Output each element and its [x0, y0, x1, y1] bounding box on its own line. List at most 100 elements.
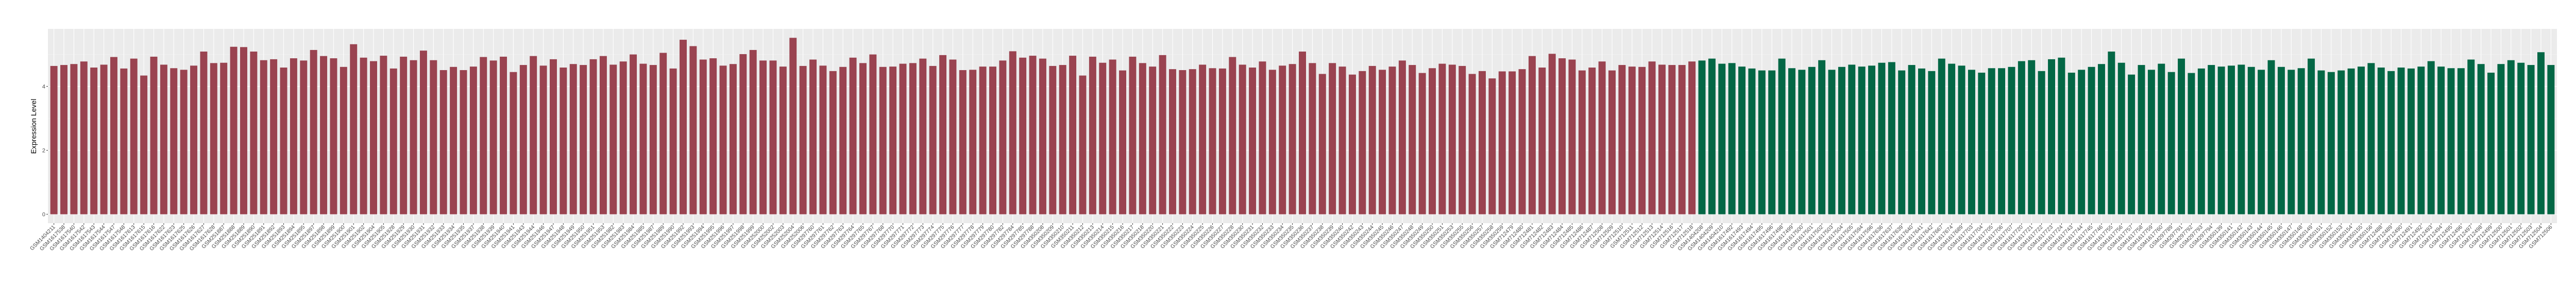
bar-GSM350249 [1418, 73, 1426, 214]
bar-GSM251998 [739, 54, 747, 214]
bar-GSM251946 [539, 65, 547, 214]
bar-GSM1617500 [1798, 70, 1806, 214]
bar-GSM1617723 [2048, 59, 2055, 214]
bar-GSM1617544 [100, 64, 108, 214]
bar-GSM350227 [1218, 68, 1226, 214]
bar-GSM297784 [1009, 51, 1016, 214]
bar-GSM350139 [2217, 67, 2225, 214]
bar-GSM350215 [1109, 59, 1116, 214]
y-tick-label: 4 [42, 84, 45, 90]
bar-GSM297773 [919, 58, 927, 214]
bar-GSM1617616 [150, 56, 158, 214]
bar-GSM350145 [2267, 60, 2275, 214]
bar-GSM251948 [560, 68, 567, 214]
bar-GSM712488 [2377, 68, 2385, 214]
bar-GSM1617722 [2038, 71, 2045, 214]
bar-GSM350253 [1448, 64, 1456, 214]
bar-GSM350256 [1468, 74, 1476, 214]
bar-GSM1617707 [2008, 67, 2015, 214]
bar-GSM350148 [2297, 68, 2305, 214]
bar-GSM1617745 [2088, 67, 2095, 214]
bar-GSM251990 [669, 68, 677, 214]
bar-GSM252000 [759, 60, 767, 214]
bar-GSM350153 [2337, 70, 2345, 214]
bar-GSM1617757 [2128, 74, 2136, 214]
bar-GSM251889 [240, 47, 247, 214]
bar-GSM297777 [959, 70, 967, 214]
bar-GSM350214 [1099, 62, 1107, 214]
bar-GSM712513 [1648, 61, 1656, 214]
bar-GSM1617613 [130, 58, 138, 214]
bar-GSM350144 [2258, 70, 2265, 214]
bar-GSM1617744 [2078, 70, 2086, 214]
bar-GSM251989 [659, 53, 667, 214]
bar-GSM297763 [839, 67, 847, 214]
bar-GSM251893 [280, 68, 287, 214]
bar-GSM712495 [2447, 68, 2455, 214]
bar-GSM297770 [889, 67, 897, 214]
bar-GSM297771 [899, 63, 907, 214]
bar-GSM350221 [1159, 55, 1166, 214]
bar-GSM1617724 [2058, 57, 2065, 214]
bar-GSM251982 [609, 64, 617, 214]
bar-GSM251999 [749, 49, 757, 214]
bar-GSM251940 [500, 56, 507, 214]
bar-GSM251983 [619, 61, 627, 214]
bar-GSM251939 [489, 60, 497, 214]
bar-GSM297760 [809, 59, 817, 214]
bar-GSM350155 [2358, 67, 2365, 214]
bar-GSM350259 [1498, 71, 1506, 214]
bar-GSM350246 [1388, 67, 1396, 214]
bar-GSM1617493 [1738, 67, 1746, 214]
bar-GSM1617704 [1978, 72, 1986, 214]
bar-GSM350242 [1348, 74, 1356, 214]
bar-GSM350224 [1189, 69, 1196, 214]
bar-GSM1617758 [2138, 65, 2145, 214]
bar-GSM712482 [1538, 68, 1546, 214]
bar-GSM712499 [2487, 72, 2495, 214]
bar-GSM1617538 [60, 65, 67, 214]
bar-GSM1617623 [170, 68, 178, 214]
bar-GSM251932 [430, 60, 437, 214]
bar-GSM1404209 [1708, 58, 1716, 214]
bar-GSM251994 [699, 59, 707, 214]
bar-GSM251887 [220, 62, 228, 214]
bar-GSM350255 [1459, 65, 1466, 214]
bar-GSM712493 [2427, 61, 2435, 214]
bar-GSM350216 [1119, 70, 1127, 214]
bar-GSM350212 [1079, 75, 1087, 214]
bar-GSM251943 [519, 65, 527, 214]
bar-GSM1617637 [1888, 62, 1895, 214]
bar-GSM297780 [989, 67, 996, 214]
bar-GSM297775 [939, 55, 947, 214]
bar-GSM1617494 [1748, 68, 1756, 214]
bar-GSM1617496 [1768, 70, 1776, 214]
bar-GSM251941 [510, 72, 517, 214]
bar-GSM1617756 [2117, 62, 2125, 214]
bar-GSM350239 [1329, 63, 1336, 214]
bar-GSM350228 [1229, 57, 1236, 214]
bar-GSM712496 [2457, 68, 2465, 214]
bar-GSM297762 [829, 71, 837, 214]
bar-GSM712516 [1668, 65, 1676, 214]
bar-GSM297791 [2178, 58, 2185, 214]
bar-GSM350213 [1089, 56, 1096, 214]
bar-GSM1617503 [1828, 70, 1836, 214]
bar-GSM1617636 [1878, 62, 1886, 214]
bar-GSM712490 [2397, 68, 2405, 214]
bar-GSM297793 [2197, 68, 2205, 214]
bar-GSM350233 [1268, 70, 1276, 214]
bar-GSM712494 [2437, 67, 2445, 214]
bar-GSM712510 [1618, 65, 1626, 214]
bar-GSM251900 [340, 67, 347, 214]
bar-GSM350147 [2287, 70, 2295, 214]
bar-GSM1617674 [1948, 63, 1956, 214]
bar-GSM251985 [639, 63, 647, 214]
bar-GSM1617505 [1848, 64, 1856, 214]
bar-GSM350245 [1379, 70, 1386, 214]
y-tick-label: 0 [42, 212, 45, 218]
bar-GSM350151 [2317, 70, 2325, 214]
bar-GSM350218 [1139, 63, 1146, 214]
bar-GSM1617594 [1858, 67, 1866, 214]
bar-GSM251933 [439, 70, 447, 214]
